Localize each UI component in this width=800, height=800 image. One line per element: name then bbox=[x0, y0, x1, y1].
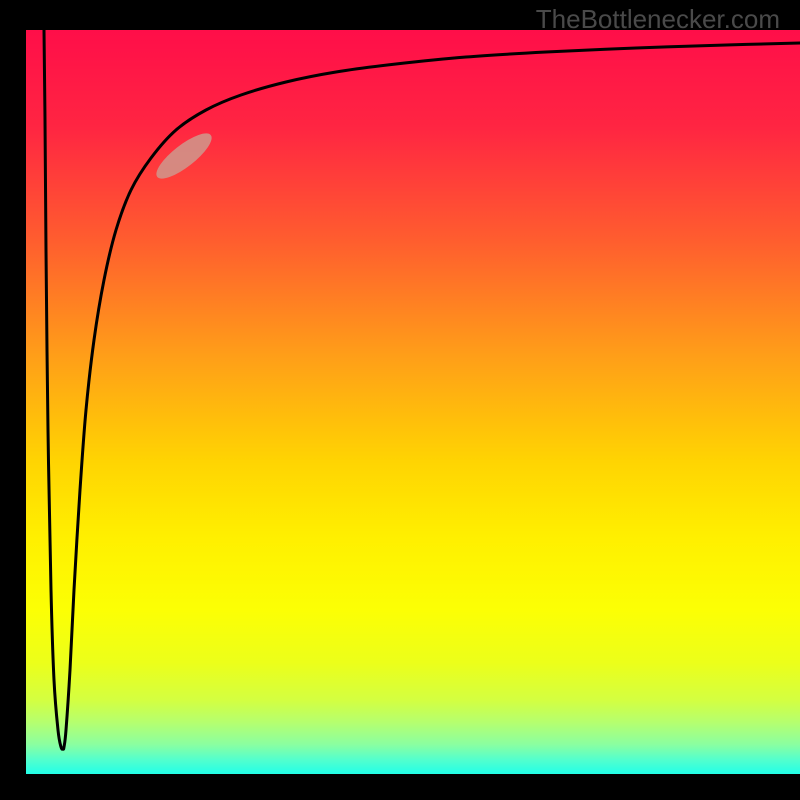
curve-layer bbox=[26, 30, 800, 774]
plot-area bbox=[26, 30, 800, 774]
watermark-text: TheBottlenecker.com bbox=[536, 4, 780, 35]
bottleneck-curve bbox=[44, 30, 800, 749]
highlight-marker bbox=[150, 126, 217, 185]
chart-frame: TheBottlenecker.com bbox=[0, 0, 800, 800]
